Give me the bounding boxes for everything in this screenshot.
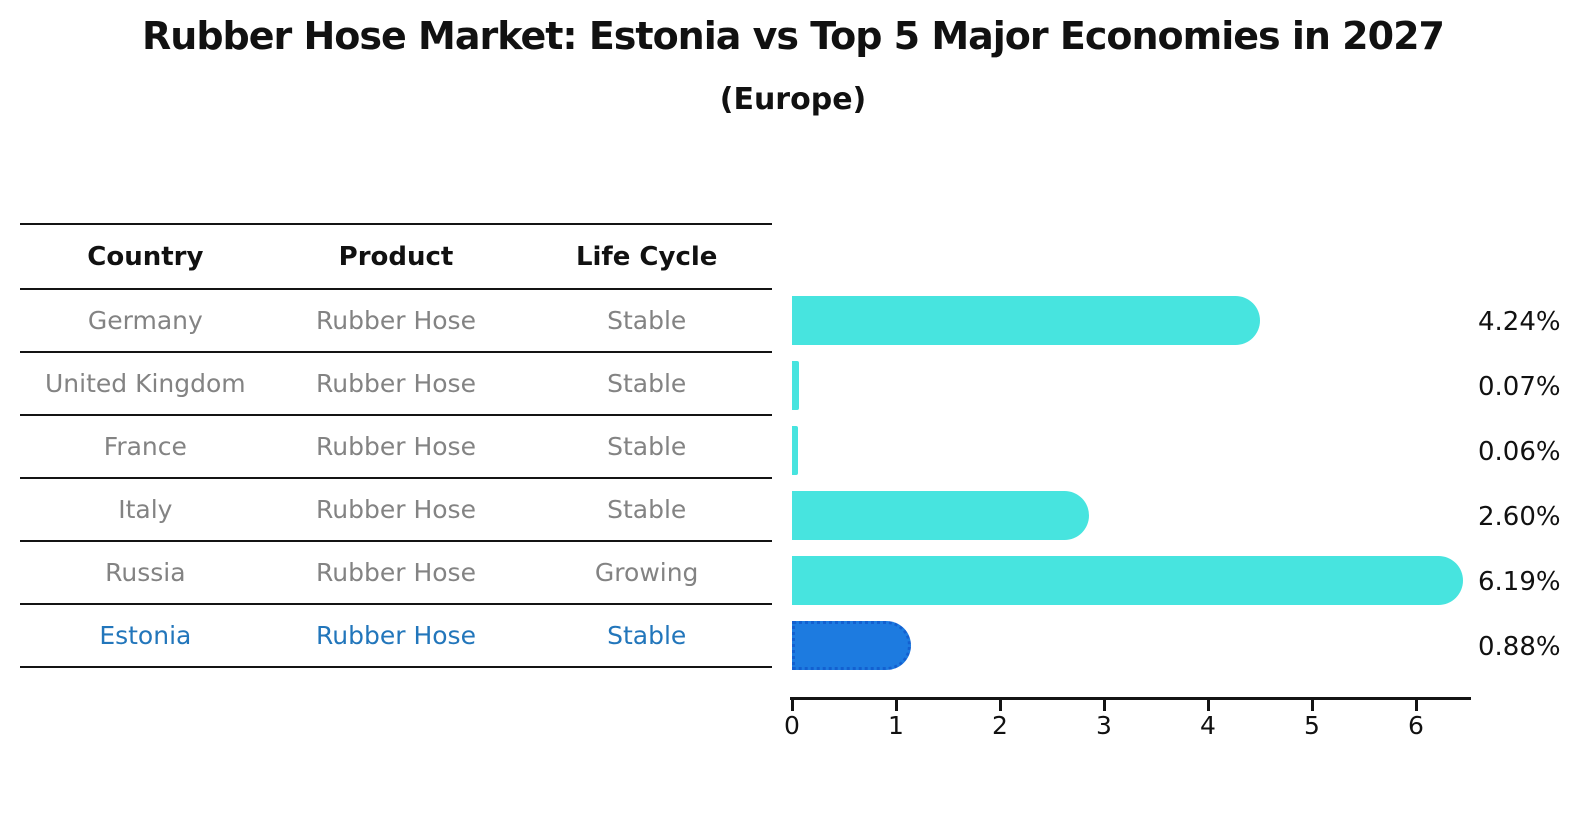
bar-chart-area: [792, 288, 1492, 680]
x-axis-tick-label: 2: [992, 711, 1008, 740]
table-row-russia: Russia Rubber Hose Growing: [20, 542, 772, 605]
table-header-row: Country Product Life Cycle: [20, 225, 772, 290]
x-axis-tick: [1207, 700, 1210, 711]
cell-product: Rubber Hose: [316, 432, 476, 461]
column-header-product: Product: [338, 241, 454, 272]
bar-value-label: 2.60%: [1478, 501, 1561, 532]
bar-italy: [792, 491, 1089, 540]
bar-germany: [792, 296, 1260, 345]
country-table: Country Product Life Cycle Germany Rubbe…: [20, 223, 772, 668]
x-axis-tick-label: 5: [1304, 711, 1320, 740]
table-row-italy: Italy Rubber Hose Stable: [20, 479, 772, 542]
cell-life-cycle: Stable: [607, 306, 687, 335]
table-row-estonia: Estonia Rubber Hose Stable: [20, 605, 772, 668]
x-axis-tick: [1415, 700, 1418, 711]
bar-value-label: 0.88%: [1478, 631, 1561, 662]
column-header-country: Country: [87, 241, 204, 272]
x-axis-tick: [1311, 700, 1314, 711]
cell-life-cycle: Growing: [594, 558, 699, 587]
x-axis-tick-label: 0: [784, 711, 800, 740]
x-axis-tick: [999, 700, 1002, 711]
cell-product: Rubber Hose: [316, 306, 476, 335]
bar-united-kingdom: [792, 361, 799, 410]
cell-product: Rubber Hose: [316, 621, 476, 650]
cell-life-cycle: Stable: [607, 432, 687, 461]
cell-country: Italy: [118, 495, 173, 524]
column-header-life-cycle: Life Cycle: [575, 241, 718, 272]
x-axis-tick-label: 1: [888, 711, 904, 740]
cell-country: United Kingdom: [45, 369, 246, 398]
chart-title: Rubber Hose Market: Estonia vs Top 5 Maj…: [142, 14, 1445, 58]
x-axis-tick: [791, 700, 794, 711]
cell-product: Rubber Hose: [316, 369, 476, 398]
cell-country: Russia: [105, 558, 186, 587]
bar-russia: [792, 556, 1463, 605]
bar-france: [792, 426, 798, 475]
cell-life-cycle: Stable: [607, 621, 687, 650]
bar-value-label: 4.24%: [1478, 306, 1561, 337]
bar-estonia: [792, 621, 911, 670]
table-row-germany: Germany Rubber Hose Stable: [20, 290, 772, 353]
cell-country: France: [103, 432, 187, 461]
x-axis-tick-label: 4: [1200, 711, 1216, 740]
chart-subtitle: (Europe): [719, 82, 867, 117]
cell-country: Germany: [87, 306, 203, 335]
table-row-france: France Rubber Hose Stable: [20, 416, 772, 479]
x-axis-tick-label: 3: [1096, 711, 1112, 740]
x-axis-tick: [895, 700, 898, 711]
cell-life-cycle: Stable: [607, 495, 687, 524]
cell-life-cycle: Stable: [607, 369, 687, 398]
x-axis-line: [790, 697, 1471, 700]
x-axis: 0 1 2 3 4 5 6: [784, 697, 1490, 757]
bar-value-label: 6.19%: [1478, 566, 1561, 597]
bar-value-label: 0.06%: [1478, 436, 1561, 467]
bar-value-label: 0.07%: [1478, 371, 1561, 402]
x-axis-tick: [1103, 700, 1106, 711]
x-axis-tick-label: 6: [1408, 711, 1424, 740]
cell-product: Rubber Hose: [316, 558, 476, 587]
cell-country: Estonia: [99, 621, 192, 650]
cell-product: Rubber Hose: [316, 495, 476, 524]
bar-value-labels: 4.24% 0.07% 0.06% 2.60% 6.19% 0.88%: [1478, 288, 1586, 680]
table-row-united-kingdom: United Kingdom Rubber Hose Stable: [20, 353, 772, 416]
